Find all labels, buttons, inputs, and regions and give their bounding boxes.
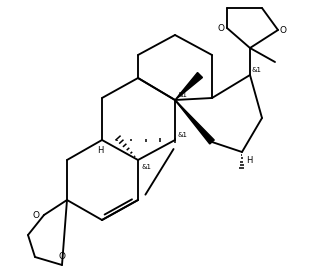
Text: &1: &1 [252,67,262,73]
Text: O: O [218,24,225,32]
Text: &1: &1 [178,132,188,138]
Polygon shape [175,73,203,100]
Polygon shape [175,100,214,144]
Text: &1: &1 [142,164,152,170]
Text: H: H [97,146,103,155]
Text: O: O [58,252,65,261]
Text: &1: &1 [178,92,188,98]
Text: O: O [280,25,287,34]
Text: O: O [33,211,40,220]
Text: H: H [246,156,252,165]
